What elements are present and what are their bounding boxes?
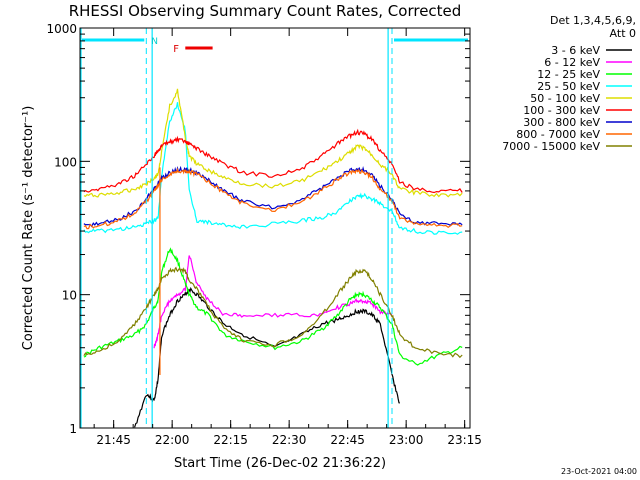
series-line-2 <box>83 247 463 366</box>
legend-label-5: 100 - 300 keV <box>523 104 600 117</box>
axis-layer: 21:45 22:00 22:15 22:30 22:45 23:00 23:15 1 10 10… <box>46 22 482 447</box>
series-line-8 <box>83 266 463 359</box>
y-tick-label-0: 1 <box>69 422 77 436</box>
legend-label-0: 3 - 6 keV <box>551 44 600 57</box>
legend-label-7: 800 - 7000 keV <box>516 128 600 141</box>
series-line-3 <box>83 102 463 235</box>
legend-label-8: 7000 - 15000 keV <box>502 140 600 153</box>
legend-label-3: 25 - 50 keV <box>537 80 600 93</box>
legend-label-1: 6 - 12 keV <box>544 56 600 69</box>
x-tick-label-5: 23:00 <box>389 433 424 447</box>
series-line-5 <box>83 128 463 194</box>
series-line-0 <box>134 286 401 428</box>
night-label: N <box>151 37 158 47</box>
flare-label: F <box>173 44 179 55</box>
legend-label-2: 12 - 25 keV <box>537 68 600 81</box>
series-line-4 <box>83 88 463 198</box>
x-tick-label-0: 21:45 <box>96 433 131 447</box>
plot-frame <box>79 27 471 429</box>
y-tick-label-1: 10 <box>62 289 77 303</box>
legend-label-6: 300 - 800 keV <box>523 116 600 129</box>
x-tick-label-3: 22:30 <box>272 433 307 447</box>
y-tick-label-3: 1000 <box>46 22 77 36</box>
series-layer <box>83 88 463 428</box>
legend-label-4: 50 - 100 keV <box>530 92 600 105</box>
legend-header-0: Det 1,3,4,5,6,9, <box>550 14 636 27</box>
annotation-layer: NF <box>80 28 468 428</box>
legend-header-1: Att 0 <box>610 27 636 40</box>
x-axis-label: Start Time (26-Dec-02 21:36:22) <box>174 456 386 471</box>
chart-title: RHESSI Observing Summary Count Rates, Co… <box>69 2 462 20</box>
x-tick-label-1: 22:00 <box>155 433 190 447</box>
footer-date: 23-Oct-2021 04:00 <box>561 467 637 476</box>
series-line-1 <box>153 255 393 349</box>
x-tick-label-2: 22:15 <box>213 433 248 447</box>
y-axis-label: Corrected Count Rate (s⁻¹ detector⁻¹) <box>21 106 36 351</box>
x-tick-label-4: 22:45 <box>330 433 365 447</box>
y-tick-label-2: 100 <box>54 155 77 169</box>
series-line-7 <box>83 167 463 230</box>
x-tick-label-6: 23:15 <box>447 433 482 447</box>
